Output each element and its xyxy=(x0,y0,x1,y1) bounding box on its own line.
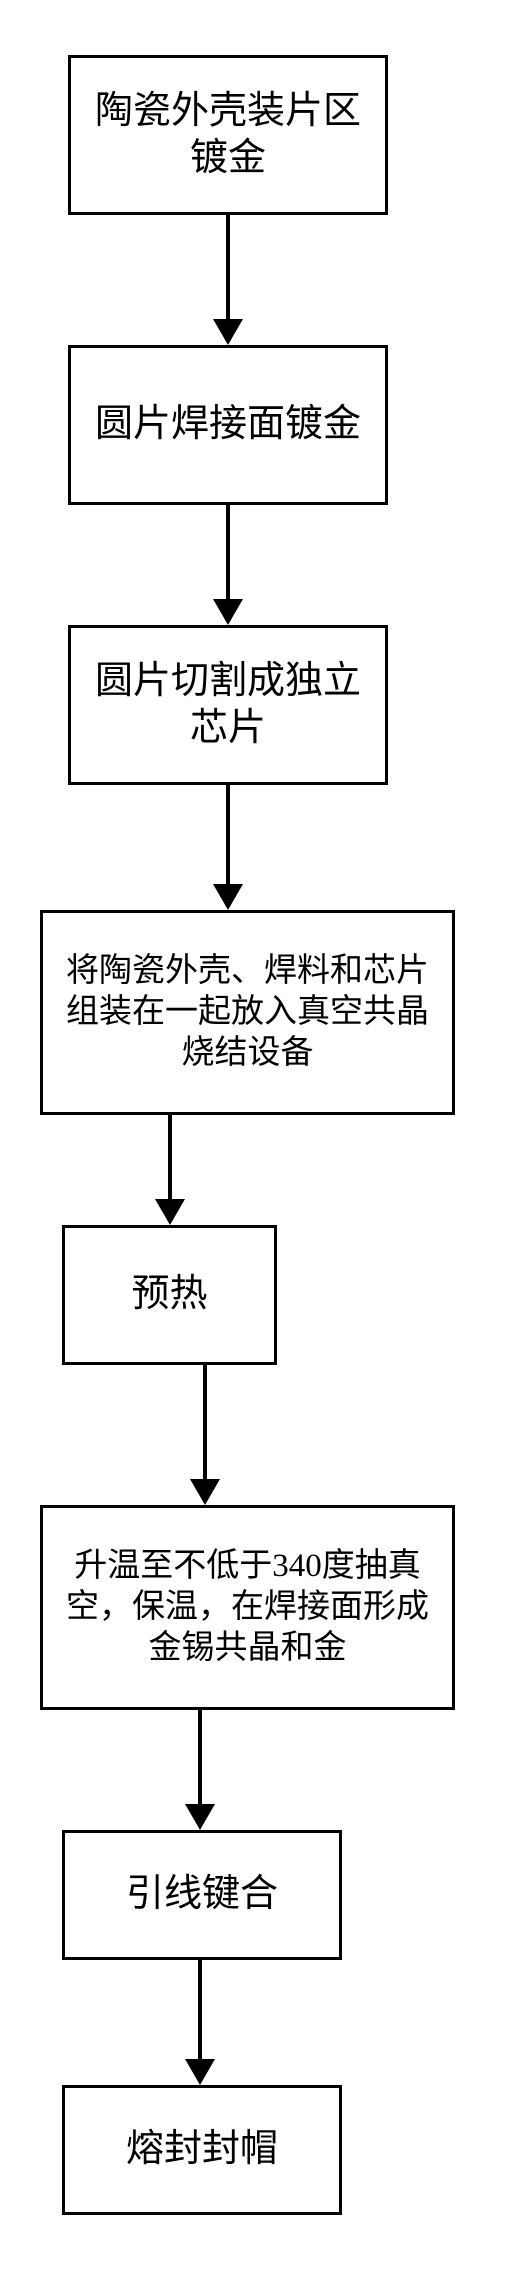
flow-node-n3: 圆片切割成独立芯片 xyxy=(68,625,388,785)
flow-node-n4: 将陶瓷外壳、焊料和芯片组装在一起放入真空共晶烧结设备 xyxy=(40,910,455,1115)
flow-arrow xyxy=(213,505,243,625)
flow-arrow xyxy=(185,1710,215,1830)
flow-node-label: 引线键合 xyxy=(126,1871,278,1919)
flow-node-label: 升温至不低于340度抽真空，保温，在焊接面形成金锡共晶和金 xyxy=(57,1546,438,1670)
flow-node-n7: 引线键合 xyxy=(62,1830,342,1960)
flow-node-n1: 陶瓷外壳装片区镀金 xyxy=(68,55,388,215)
flow-arrow xyxy=(213,785,243,910)
flow-node-label: 将陶瓷外壳、焊料和芯片组装在一起放入真空共晶烧结设备 xyxy=(57,951,438,1075)
flow-arrow xyxy=(185,1960,215,2085)
flow-arrow xyxy=(155,1115,185,1225)
flow-node-label: 陶瓷外壳装片区镀金 xyxy=(85,88,371,183)
flow-node-n5: 预热 xyxy=(62,1225,277,1365)
flow-arrow xyxy=(190,1365,220,1505)
flow-node-n6: 升温至不低于340度抽真空，保温，在焊接面形成金锡共晶和金 xyxy=(40,1505,455,1710)
flow-node-label: 圆片焊接面镀金 xyxy=(95,401,361,449)
flow-node-label: 圆片切割成独立芯片 xyxy=(85,658,371,753)
flow-node-n8: 熔封封帽 xyxy=(62,2085,342,2215)
flow-node-n2: 圆片焊接面镀金 xyxy=(68,345,388,505)
flow-arrow xyxy=(213,215,243,345)
flow-node-label: 预热 xyxy=(131,1271,207,1319)
flowchart-canvas: 陶瓷外壳装片区镀金圆片焊接面镀金圆片切割成独立芯片将陶瓷外壳、焊料和芯片组装在一… xyxy=(0,0,508,2281)
flow-node-label: 熔封封帽 xyxy=(126,2126,278,2174)
